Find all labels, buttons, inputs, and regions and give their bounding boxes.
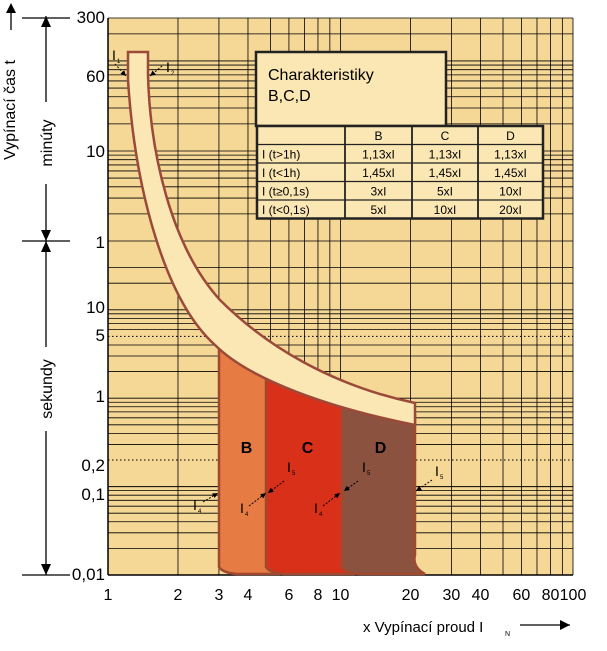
marker-arrowhead bbox=[260, 493, 266, 499]
table-cell: I (t≥0,1s) bbox=[262, 185, 309, 199]
marker-arrowhead bbox=[120, 70, 126, 76]
table-header-cell: D bbox=[506, 129, 515, 143]
table-cell: 20xI bbox=[499, 203, 522, 217]
table-cell: I (t>1h) bbox=[262, 148, 300, 162]
x-tick-label: 4 bbox=[244, 587, 253, 604]
table-cell: 1,13xI bbox=[429, 148, 462, 162]
table-frame bbox=[255, 124, 545, 220]
y-tick-label-sec: 0,2 bbox=[81, 456, 105, 475]
x-tick-label: 20 bbox=[402, 587, 420, 604]
title-box-frame bbox=[254, 50, 448, 128]
region-label-b: B bbox=[241, 440, 253, 457]
x-axis-label: x Vypínací proud I bbox=[363, 619, 483, 636]
seconds-label: sekundy bbox=[39, 359, 56, 419]
marker-label-sub: 4 bbox=[245, 512, 249, 518]
chart-title: Charakteristiky bbox=[268, 67, 374, 84]
x-tick-label: 10 bbox=[332, 587, 350, 604]
marker-label-sub: 4 bbox=[198, 509, 202, 515]
minutes-label-bg bbox=[36, 102, 56, 184]
table-cell: 10xI bbox=[499, 185, 522, 199]
marker-label-sub: 1 bbox=[117, 59, 121, 65]
tripping-band bbox=[126, 50, 417, 427]
table-cell: 1,45xI bbox=[494, 166, 527, 180]
x-tick-label: 100 bbox=[560, 587, 587, 604]
y-axis-annotations: Vypínací čas t minúty sekundy bbox=[2, 3, 70, 576]
tick-labels: 1 2 3 4 6 8 10 20 30 40 60 80 100 300 60 10 1 10 5 1 0,2 0,1 0… bbox=[72, 8, 587, 604]
seconds-range-arrow-head-top bbox=[41, 241, 51, 252]
y-axis-label: Vypínací čas t bbox=[2, 60, 19, 160]
y-tick-label-sec: 0,1 bbox=[81, 485, 105, 504]
x-tick-label: 80 bbox=[542, 587, 560, 604]
marker-arrowhead bbox=[334, 493, 340, 499]
y-tick-label-sec: 0,01 bbox=[72, 565, 105, 584]
marker-label: I bbox=[166, 59, 170, 75]
y-tick-label-min: 60 bbox=[86, 67, 105, 86]
marker-arrowhead bbox=[212, 493, 218, 499]
marker-arrow bbox=[149, 65, 163, 77]
y-tick-label-min: 300 bbox=[77, 8, 105, 27]
x-tick-label: 8 bbox=[314, 587, 323, 604]
seconds-label-bg bbox=[36, 347, 56, 431]
table-cell: 1,45xI bbox=[362, 166, 395, 180]
band bbox=[126, 50, 417, 427]
marker-arrowhead bbox=[268, 487, 274, 493]
marker-label: I bbox=[193, 497, 197, 513]
region-label-d: D bbox=[375, 440, 387, 457]
x-axis-arrow bbox=[520, 620, 570, 630]
marker-label-sub: 2 bbox=[171, 71, 175, 77]
marker-arrowhead bbox=[416, 485, 422, 491]
x-tick-label: 3 bbox=[214, 587, 223, 604]
y-tick-label-sec: 5 bbox=[96, 326, 105, 345]
marker-label: I bbox=[287, 459, 291, 475]
regions: B C D bbox=[217, 335, 426, 576]
marker-label: I bbox=[112, 47, 116, 63]
marker-label-sub: 5 bbox=[440, 475, 444, 481]
x-tick-label: 1 bbox=[104, 587, 113, 604]
table-cell: 5xI bbox=[370, 203, 386, 217]
table-cell: 1,13xI bbox=[494, 148, 527, 162]
x-tick-label: 40 bbox=[472, 587, 490, 604]
x-tick-label: 6 bbox=[284, 587, 293, 604]
chart-subtitle: B,C,D bbox=[268, 88, 311, 105]
table-header-cell: C bbox=[441, 129, 450, 143]
marker-label-sub: 5 bbox=[292, 471, 296, 477]
minutes-label: minúty bbox=[39, 119, 56, 166]
y-tick-label-min: 1 bbox=[96, 233, 105, 252]
marker-label: I bbox=[314, 500, 318, 516]
table-cell: I (t<1h) bbox=[262, 166, 300, 180]
minutes-range-arrow-head-top bbox=[41, 16, 51, 27]
table-cell: 3xI bbox=[370, 185, 386, 199]
minutes-range-arrow-head-bottom bbox=[41, 230, 51, 241]
x-axis-label-sub: N bbox=[505, 631, 510, 638]
x-tick-label: 60 bbox=[513, 587, 531, 604]
marker-label-sub: 5 bbox=[367, 471, 371, 477]
y-tick-label-sec: 10 bbox=[86, 298, 105, 317]
marker-label: I bbox=[240, 500, 244, 516]
marker-label: I bbox=[435, 463, 439, 479]
table-cell: 10xI bbox=[434, 203, 457, 217]
marker-arrowhead bbox=[344, 485, 350, 491]
table-cell: I (t<0,1s) bbox=[262, 203, 310, 217]
characteristics-table: B C D I (t>1h) 1,13xI 1,13xI 1,13xI I (t<1h) 1,4… bbox=[255, 124, 545, 220]
marker-arrows: I 1 I 2I 4I 5I 4I 5I 4I 5 bbox=[112, 47, 444, 518]
y-tick-label-sec: 1 bbox=[96, 387, 105, 406]
marker-label: I bbox=[362, 459, 366, 475]
region-d bbox=[340, 403, 426, 576]
table-cell: 1,13xI bbox=[362, 148, 395, 162]
title-box: Charakteristiky B,C,D bbox=[254, 50, 448, 128]
region-label-c: C bbox=[302, 440, 314, 457]
table-header-cell: B bbox=[374, 129, 382, 143]
marker-label-sub: 4 bbox=[319, 512, 323, 518]
y-axis-arrowhead bbox=[6, 3, 16, 13]
x-tick-label: 2 bbox=[174, 587, 183, 604]
y-tick-label-min: 10 bbox=[86, 142, 105, 161]
x-tick-label: 30 bbox=[443, 587, 461, 604]
seconds-range-arrow-head-bottom bbox=[41, 564, 51, 575]
marker-arrow bbox=[114, 63, 127, 77]
marker-arrowhead bbox=[150, 70, 156, 76]
table-cell: 1,45xI bbox=[429, 166, 462, 180]
table-cell: 5xI bbox=[437, 185, 453, 199]
